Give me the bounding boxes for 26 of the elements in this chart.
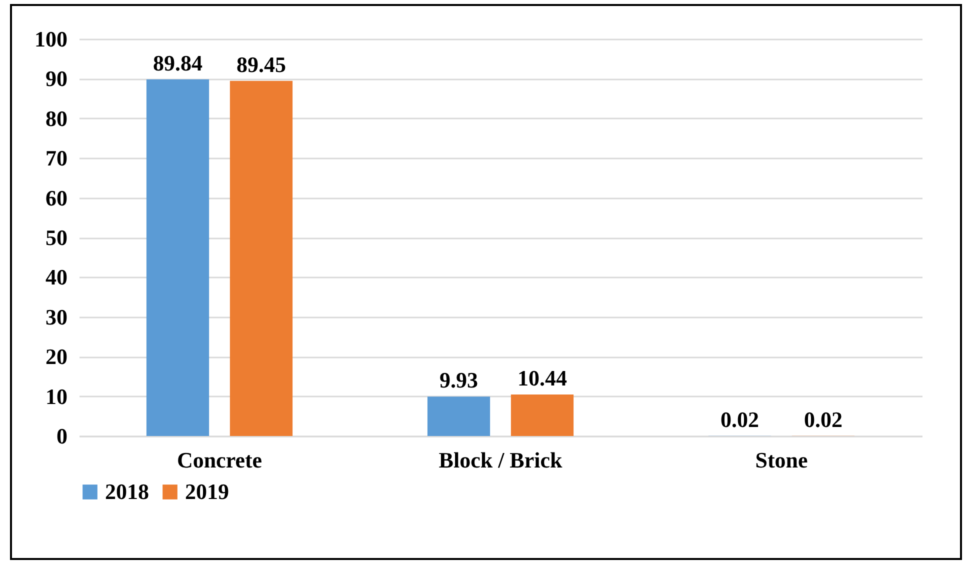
data-label: 10.44 <box>518 366 567 391</box>
y-tick-label: 0 <box>56 424 68 448</box>
y-tick-label: 40 <box>46 264 68 290</box>
bar <box>230 80 293 436</box>
x-tick-label: Stone <box>755 448 808 472</box>
bar <box>146 79 210 436</box>
legend-label: 2018 <box>105 479 149 504</box>
x-tick-label: Concrete <box>176 448 262 472</box>
y-tick-label: 70 <box>46 146 68 171</box>
x-tick-label: Block / Brick <box>438 448 563 472</box>
data-label: 89.84 <box>153 50 202 76</box>
legend-label: 2019 <box>185 479 229 504</box>
y-tick-label: 80 <box>46 106 68 131</box>
data-label: 0.02 <box>804 406 842 432</box>
y-tick-label: 60 <box>46 185 68 210</box>
y-tick-label: 90 <box>46 66 68 92</box>
bar <box>427 396 490 436</box>
data-label: 0.02 <box>720 406 759 432</box>
y-tick-label: 30 <box>46 304 68 330</box>
bar <box>510 394 574 436</box>
data-label: 9.93 <box>440 368 478 393</box>
y-tick-label: 10 <box>46 384 68 409</box>
y-tick-label: 50 <box>46 225 68 250</box>
data-label: 89.45 <box>236 52 286 77</box>
y-tick-label: 100 <box>34 26 68 52</box>
y-tick-label: 20 <box>46 344 68 370</box>
